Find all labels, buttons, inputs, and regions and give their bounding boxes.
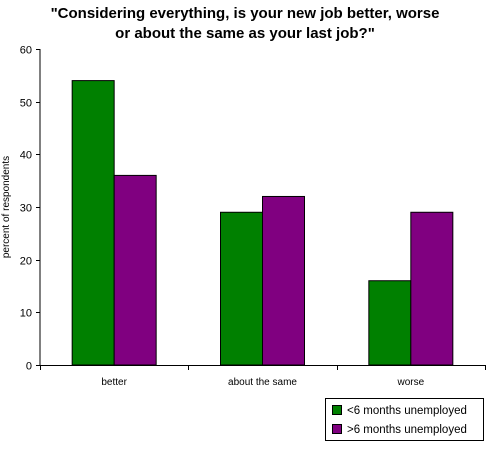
legend-label-series-2: >6 months unemployed — [347, 424, 467, 436]
bar-better-series-1 — [71, 80, 115, 366]
legend-label-series-1: <6 months unemployed — [347, 405, 467, 417]
x-tick-label-about-the-same: about the same — [228, 377, 297, 388]
bar-worse-series-2 — [410, 211, 454, 366]
y-tick-label-10: 10 — [20, 308, 32, 320]
bar-about-the-same-series-1 — [220, 211, 263, 366]
legend-item-series-1: <6 months unemployed — [332, 404, 467, 418]
legend-swatch-series-2 — [332, 423, 342, 434]
legend-swatch-series-1 — [332, 404, 342, 415]
y-axis-label: percent of respondents — [1, 156, 12, 258]
y-tick-label-30: 30 — [20, 203, 32, 215]
legend-item-series-2: >6 months unemployed — [332, 423, 467, 437]
bar-about-the-same-series-2 — [262, 195, 305, 366]
y-tick-label-60: 60 — [20, 45, 32, 57]
y-tick-label-0: 0 — [26, 361, 32, 373]
x-tick-label-better: better — [101, 377, 127, 388]
bar-better-series-2 — [113, 174, 157, 366]
chart-title-line-1: "Considering everything, is your new job… — [50, 5, 440, 22]
chart-title: "Considering everything, is your new job… — [30, 4, 460, 44]
y-tick-label-20: 20 — [20, 256, 32, 268]
x-tick-label-worse: worse — [396, 377, 424, 388]
y-tick-label-50: 50 — [20, 98, 32, 110]
chart-title-line-2: or about the same as your last job?" — [115, 25, 375, 42]
bar-worse-series-1 — [368, 280, 412, 366]
chart-legend: <6 months unemployed >6 months unemploye… — [325, 398, 484, 441]
y-tick-label-40: 40 — [20, 150, 32, 162]
